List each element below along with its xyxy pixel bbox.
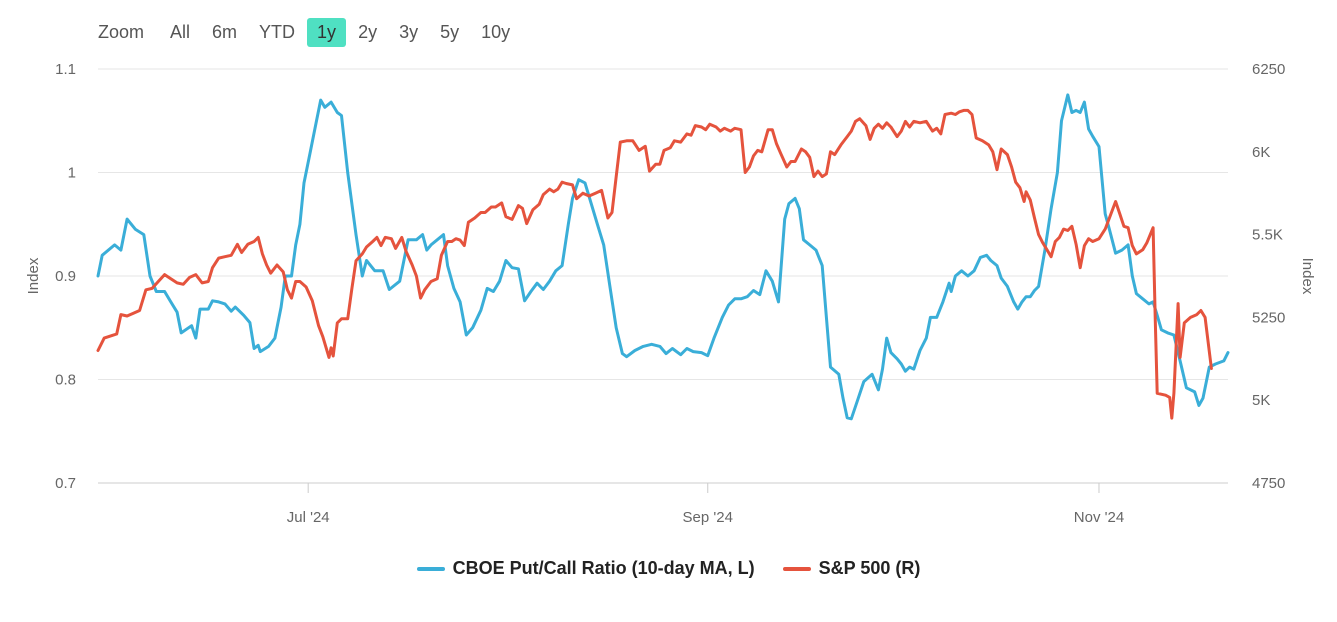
y-right-tick-label: 5250 bbox=[1252, 309, 1285, 326]
zoom-button-all[interactable]: All bbox=[160, 18, 200, 47]
legend-item-put-call[interactable]: CBOE Put/Call Ratio (10-day MA, L) bbox=[416, 558, 755, 579]
legend: CBOE Put/Call Ratio (10-day MA, L) S&P 5… bbox=[0, 558, 1337, 579]
zoom-button-5y[interactable]: 5y bbox=[430, 18, 469, 47]
y-left-tick-label: 1.1 bbox=[55, 61, 76, 78]
zoom-button-2y[interactable]: 2y bbox=[348, 18, 387, 47]
y-right-tick-label: 5.5K bbox=[1252, 227, 1283, 244]
y-left-tick-label: 0.8 bbox=[55, 372, 76, 389]
y-right-tick-label: 6K bbox=[1252, 144, 1270, 161]
zoom-button-3y[interactable]: 3y bbox=[389, 18, 428, 47]
y-left-tick-label: 0.9 bbox=[55, 268, 76, 285]
y-right-axis-title: Index bbox=[1299, 258, 1316, 295]
zoom-button-6m[interactable]: 6m bbox=[202, 18, 247, 47]
range-selector: Zoom All 6m YTD 1y 2y 3y 5y 10y bbox=[98, 16, 522, 48]
y-left-axis-title: Index bbox=[25, 257, 42, 294]
legend-swatch-put-call bbox=[416, 566, 445, 571]
x-tick-label: Sep '24 bbox=[683, 509, 733, 526]
legend-swatch-sp500 bbox=[782, 566, 811, 571]
y-right-tick-label: 5K bbox=[1252, 392, 1270, 409]
x-tick-label: Jul '24 bbox=[287, 509, 330, 526]
series-line-sp500 bbox=[96, 108, 1213, 420]
y-right-tick-label: 6250 bbox=[1252, 61, 1285, 78]
zoom-button-10y[interactable]: 10y bbox=[471, 18, 520, 47]
legend-item-sp500[interactable]: S&P 500 (R) bbox=[782, 558, 921, 579]
zoom-button-ytd[interactable]: YTD bbox=[249, 18, 305, 47]
y-left-tick-label: 1 bbox=[68, 165, 76, 182]
series-line-put-call bbox=[96, 93, 1230, 421]
legend-label-put-call: CBOE Put/Call Ratio (10-day MA, L) bbox=[452, 558, 755, 578]
legend-label-sp500: S&P 500 (R) bbox=[818, 558, 921, 578]
zoom-button-1y[interactable]: 1y bbox=[307, 17, 347, 47]
y-left-tick-label: 0.7 bbox=[55, 475, 76, 492]
x-tick-label: Nov '24 bbox=[1074, 509, 1124, 526]
zoom-label: Zoom bbox=[98, 21, 145, 42]
y-right-tick-label: 4750 bbox=[1252, 475, 1285, 492]
